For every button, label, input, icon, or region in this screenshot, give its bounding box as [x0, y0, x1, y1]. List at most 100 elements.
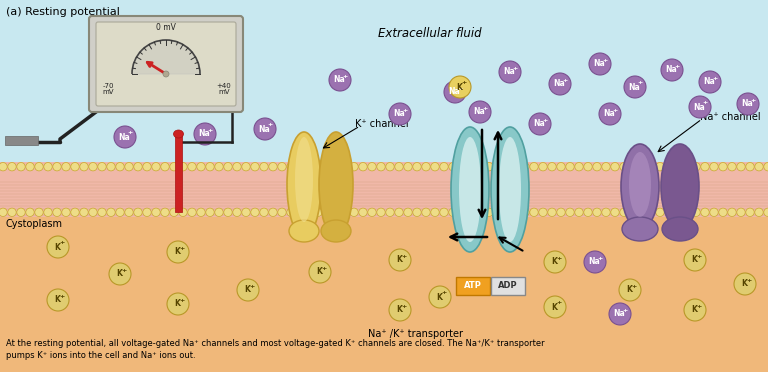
Circle shape	[499, 61, 521, 83]
Circle shape	[71, 163, 79, 171]
Circle shape	[637, 208, 646, 217]
Circle shape	[719, 208, 727, 217]
Circle shape	[349, 163, 358, 171]
Circle shape	[700, 208, 709, 217]
Circle shape	[124, 208, 133, 217]
Circle shape	[309, 261, 331, 283]
Circle shape	[440, 208, 449, 217]
Circle shape	[429, 286, 451, 308]
Circle shape	[734, 273, 756, 295]
Bar	[0, 0, 768, 162]
Text: +: +	[602, 58, 607, 62]
Circle shape	[683, 163, 691, 171]
Circle shape	[548, 208, 556, 217]
FancyBboxPatch shape	[456, 277, 490, 295]
Circle shape	[323, 163, 331, 171]
Text: +: +	[562, 77, 567, 83]
Text: Na: Na	[613, 310, 625, 318]
Text: +: +	[674, 64, 679, 68]
Circle shape	[386, 208, 394, 217]
Text: Na: Na	[198, 129, 210, 138]
Text: Na: Na	[603, 109, 615, 119]
Text: K: K	[174, 299, 180, 308]
Text: Na: Na	[258, 125, 270, 134]
Ellipse shape	[174, 130, 184, 138]
Text: K: K	[551, 257, 557, 266]
Circle shape	[412, 208, 421, 217]
Text: +: +	[462, 80, 467, 86]
Circle shape	[692, 208, 700, 217]
Circle shape	[368, 163, 376, 171]
Circle shape	[503, 163, 511, 171]
Circle shape	[665, 208, 674, 217]
Circle shape	[710, 208, 718, 217]
Circle shape	[449, 163, 457, 171]
Circle shape	[278, 163, 286, 171]
Polygon shape	[132, 40, 200, 74]
Circle shape	[80, 163, 88, 171]
Text: Na: Na	[593, 60, 605, 68]
Circle shape	[377, 208, 386, 217]
Ellipse shape	[295, 137, 313, 222]
Text: +: +	[266, 122, 272, 128]
Circle shape	[404, 163, 412, 171]
Circle shape	[17, 163, 25, 171]
Circle shape	[620, 208, 628, 217]
Circle shape	[215, 208, 223, 217]
Text: +: +	[180, 298, 184, 302]
Text: K: K	[551, 302, 557, 311]
Circle shape	[61, 163, 70, 171]
Text: Na⁺ /K⁺ transporter: Na⁺ /K⁺ transporter	[368, 329, 462, 339]
Circle shape	[223, 208, 232, 217]
Text: K: K	[396, 256, 402, 264]
Circle shape	[53, 208, 61, 217]
Circle shape	[467, 163, 475, 171]
Text: K: K	[691, 305, 697, 314]
Circle shape	[422, 208, 430, 217]
Circle shape	[494, 163, 502, 171]
Circle shape	[440, 163, 449, 171]
Circle shape	[368, 208, 376, 217]
Circle shape	[656, 163, 664, 171]
Circle shape	[404, 208, 412, 217]
Circle shape	[449, 208, 457, 217]
Circle shape	[98, 208, 106, 217]
Text: Na: Na	[333, 76, 345, 84]
Text: Na: Na	[448, 87, 460, 96]
Text: +: +	[512, 65, 517, 71]
Bar	[5, 136, 38, 145]
Circle shape	[170, 163, 178, 171]
Circle shape	[114, 126, 136, 148]
Circle shape	[215, 163, 223, 171]
Ellipse shape	[289, 220, 319, 242]
Circle shape	[163, 71, 169, 77]
Circle shape	[143, 163, 151, 171]
Circle shape	[179, 208, 187, 217]
Ellipse shape	[621, 144, 659, 229]
Circle shape	[458, 208, 466, 217]
Circle shape	[699, 71, 721, 93]
Circle shape	[476, 208, 484, 217]
Circle shape	[124, 163, 133, 171]
Circle shape	[611, 163, 619, 171]
Text: K: K	[436, 292, 442, 301]
Circle shape	[296, 208, 304, 217]
Circle shape	[89, 208, 98, 217]
Circle shape	[269, 163, 277, 171]
Circle shape	[557, 163, 565, 171]
Circle shape	[152, 163, 161, 171]
Text: Na: Na	[628, 83, 640, 92]
Text: Na: Na	[393, 109, 405, 119]
Circle shape	[589, 53, 611, 75]
Circle shape	[637, 163, 646, 171]
Circle shape	[251, 163, 259, 171]
Circle shape	[188, 208, 196, 217]
Circle shape	[80, 208, 88, 217]
Circle shape	[609, 303, 631, 325]
Circle shape	[254, 118, 276, 140]
Circle shape	[620, 163, 628, 171]
Circle shape	[661, 59, 683, 81]
Circle shape	[237, 279, 259, 301]
Ellipse shape	[287, 132, 321, 237]
Circle shape	[476, 163, 484, 171]
